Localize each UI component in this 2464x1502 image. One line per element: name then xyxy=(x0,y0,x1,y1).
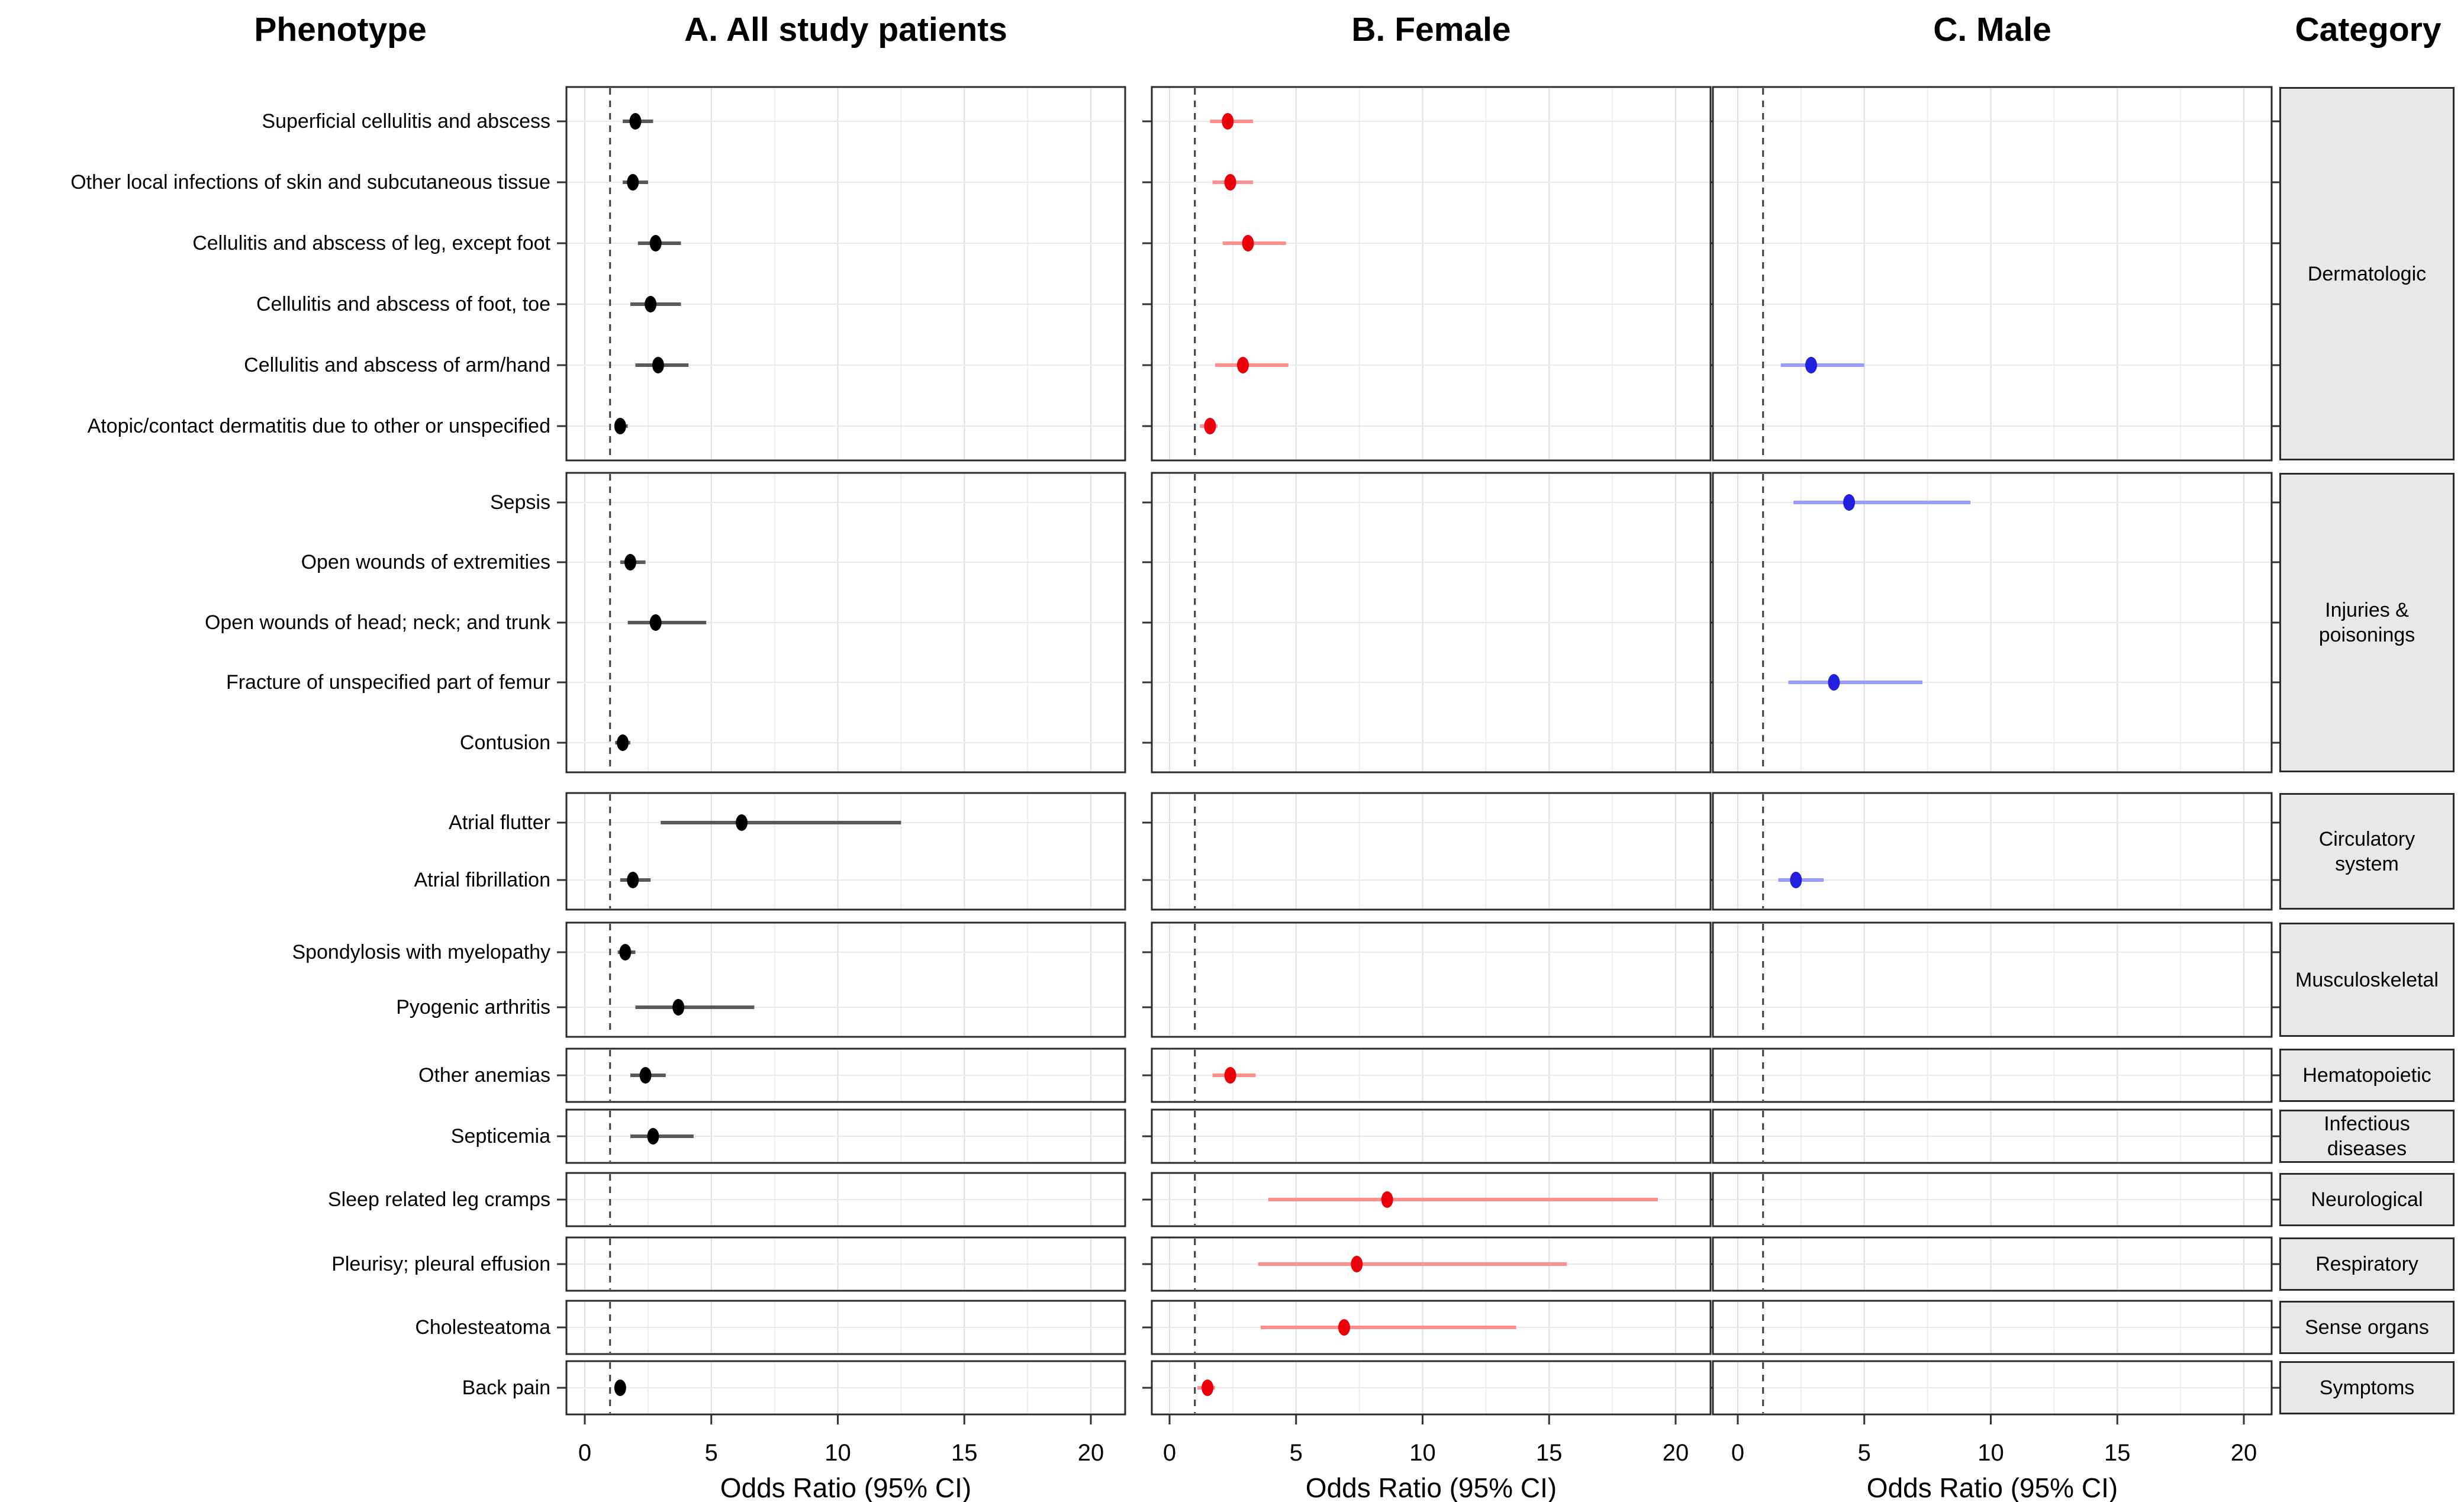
x-axis-tick-label: 0 xyxy=(1163,1440,1176,1466)
panel-female-box xyxy=(1151,921,1712,1038)
phenotype-label: Fracture of unspecified part of femur xyxy=(226,671,550,694)
category-box: Circulatory system xyxy=(2279,793,2455,910)
phenotype-label: Cellulitis and abscess of leg, except fo… xyxy=(192,232,550,254)
point-all xyxy=(619,944,632,960)
phenotype-label: Pleurisy; pleural effusion xyxy=(331,1253,550,1275)
x-axis-title: Odds Ratio (95% CI) xyxy=(1305,1472,1557,1502)
phenotype-label: Other anemias xyxy=(418,1064,550,1087)
panel-all-box xyxy=(565,921,1126,1038)
phenotype-label: Open wounds of head; neck; and trunk xyxy=(204,611,550,634)
phenotype-label: Contusion xyxy=(459,731,550,754)
point-all xyxy=(617,734,629,751)
x-axis-tick-label: 15 xyxy=(2104,1440,2131,1466)
category-box: Injuries & poisonings xyxy=(2279,473,2455,772)
x-axis-tick-label: 15 xyxy=(951,1440,978,1466)
panel-all-box xyxy=(565,792,1126,911)
x-axis-title: Odds Ratio (95% CI) xyxy=(1866,1472,2118,1502)
phenotype-label: Atrial flutter xyxy=(449,811,550,834)
category-box: Symptoms xyxy=(2279,1361,2455,1414)
phenotype-label: Pyogenic arthritis xyxy=(396,996,550,1018)
category-box: Hematopoietic xyxy=(2279,1049,2455,1102)
x-axis-tick-label: 5 xyxy=(1858,1440,1871,1466)
panel-b-title: B. Female xyxy=(1351,11,1511,49)
point-female xyxy=(1224,1067,1236,1084)
point-all xyxy=(629,113,642,130)
point-female xyxy=(1224,174,1236,191)
x-axis-tick-label: 0 xyxy=(1731,1440,1744,1466)
phenotype-label: Spondylosis with myelopathy xyxy=(292,941,550,963)
panel-female-box xyxy=(1151,792,1712,911)
panel-male-box xyxy=(1712,792,2273,911)
point-all xyxy=(614,1379,626,1396)
category-box: Respiratory xyxy=(2279,1237,2455,1291)
point-all xyxy=(627,174,639,191)
x-axis-tick-label: 20 xyxy=(1663,1440,1689,1466)
x-axis-tick-label: 10 xyxy=(1409,1440,1436,1466)
phenotype-label: Open wounds of extremities xyxy=(301,551,550,573)
x-axis-tick-label: 20 xyxy=(2231,1440,2257,1466)
phenotype-label: Sleep related leg cramps xyxy=(327,1188,550,1211)
point-all xyxy=(627,872,639,888)
phenotype-label: Superficial cellulitis and abscess xyxy=(262,110,550,133)
point-all xyxy=(645,296,657,312)
point-female xyxy=(1338,1319,1350,1336)
phenotype-label: Atopic/contact dermatitis due to other o… xyxy=(87,415,550,437)
point-female xyxy=(1204,418,1216,434)
point-all xyxy=(649,614,662,631)
point-female xyxy=(1242,235,1254,252)
panel-c-title: C. Male xyxy=(1933,11,2051,49)
point-all xyxy=(639,1067,652,1084)
phenotype-label: Cholesteatoma xyxy=(415,1316,550,1339)
category-box: Neurological xyxy=(2279,1173,2455,1226)
point-female xyxy=(1236,357,1249,373)
point-all xyxy=(624,554,636,570)
phenotype-label: Cellulitis and abscess of arm/hand xyxy=(244,354,550,376)
phenotype-label: Other local infections of skin and subcu… xyxy=(70,171,550,194)
point-male xyxy=(1828,674,1840,691)
point-all xyxy=(672,999,685,1016)
phenotype-label: Cellulitis and abscess of foot, toe xyxy=(256,293,550,315)
x-axis-tick-label: 10 xyxy=(824,1440,851,1466)
point-all xyxy=(652,357,664,373)
panel-a-title: A. All study patients xyxy=(684,11,1007,49)
category-box: Dermatologic xyxy=(2279,87,2455,460)
x-axis-tick-label: 10 xyxy=(1977,1440,2004,1466)
category-box: Musculoskeletal xyxy=(2279,923,2455,1037)
point-all xyxy=(736,814,748,831)
phenotype-label: Back pain xyxy=(462,1377,550,1399)
panel-female-box xyxy=(1151,86,1712,462)
x-axis-tick-label: 5 xyxy=(705,1440,718,1466)
phenotype-label: Sepsis xyxy=(489,491,550,514)
phenotype-label: Atrial fibrillation xyxy=(414,869,550,891)
x-axis-tick-label: 15 xyxy=(1536,1440,1563,1466)
point-female xyxy=(1222,113,1234,130)
panel-male-box xyxy=(1712,921,2273,1038)
point-female xyxy=(1381,1191,1393,1208)
point-male xyxy=(1805,357,1817,373)
point-female xyxy=(1202,1379,1214,1396)
panel-male-box xyxy=(1712,86,2273,462)
point-male xyxy=(1843,494,1856,511)
point-all xyxy=(647,1128,659,1145)
x-axis-tick-label: 0 xyxy=(578,1440,591,1466)
phenotype-label: Septicemia xyxy=(450,1125,550,1148)
column-header-phenotype: Phenotype xyxy=(254,11,427,49)
panel-all-box xyxy=(565,86,1126,462)
x-axis-tick-label: 20 xyxy=(1078,1440,1104,1466)
category-box: Sense organs xyxy=(2279,1301,2455,1354)
column-header-category: Category xyxy=(2295,11,2442,49)
point-all xyxy=(614,418,626,434)
category-box: Infectious diseases xyxy=(2279,1110,2455,1163)
x-axis-tick-label: 5 xyxy=(1290,1440,1303,1466)
point-female xyxy=(1351,1256,1363,1272)
point-male xyxy=(1790,872,1802,888)
point-all xyxy=(649,235,662,252)
x-axis-title: Odds Ratio (95% CI) xyxy=(720,1472,972,1502)
